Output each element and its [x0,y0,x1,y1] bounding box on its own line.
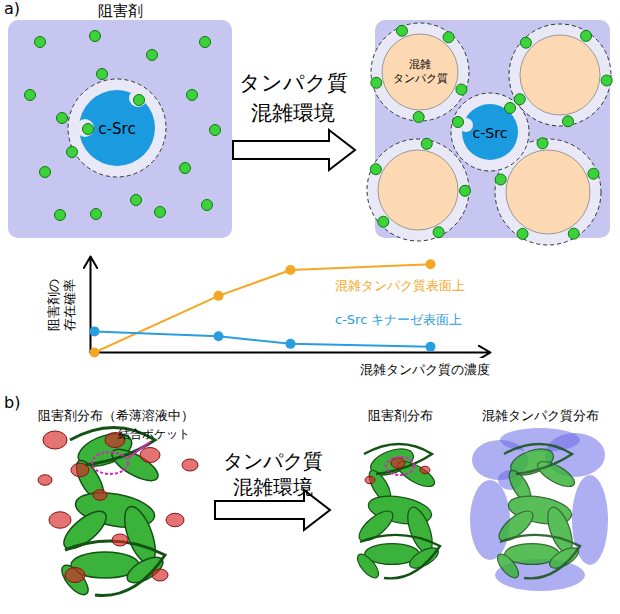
svg-text:阻害剤の存在確率: 阻害剤の存在確率 [46,279,77,331]
svg-text:タンパク質: タンパク質 [393,72,448,85]
svg-text:阻害剤分布: 阻害剤分布 [368,408,433,423]
svg-text:c-Src キナーゼ表面上: c-Src キナーゼ表面上 [335,312,462,327]
svg-text:タンパク質: タンパク質 [223,449,323,473]
svg-text:混雑タンパク質表面上: 混雑タンパク質表面上 [335,278,465,293]
svg-text:阻害剤: 阻害剤 [98,2,143,20]
svg-text:b): b) [4,393,20,412]
svg-text:阻害剤分布（希薄溶液中）: 阻害剤分布（希薄溶液中） [38,408,194,423]
svg-text:混雑タンパク質分布: 混雑タンパク質分布 [482,408,599,423]
svg-text:a): a) [4,0,20,18]
svg-text:混雑環境: 混雑環境 [233,475,313,499]
svg-text:混雑環境: 混雑環境 [251,101,335,125]
svg-text:混雑タンパク質の濃度: 混雑タンパク質の濃度 [360,362,490,377]
svg-text:結合ポケット: 結合ポケット [117,427,190,441]
svg-text:c-Src: c-Src [473,125,508,141]
svg-text:混雑: 混雑 [409,58,431,71]
svg-text:タンパク質: タンパク質 [239,71,348,95]
svg-text:c-Src: c-Src [98,120,135,138]
